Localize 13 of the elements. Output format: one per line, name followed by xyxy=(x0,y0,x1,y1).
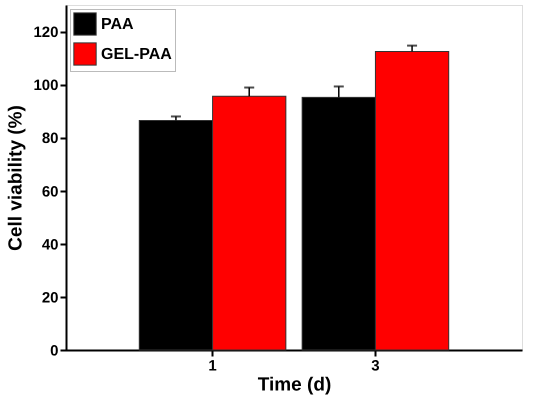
x-tick-label: 3 xyxy=(371,358,380,374)
y-tick-label: 40 xyxy=(42,236,58,254)
y-tick-label: 100 xyxy=(33,77,58,94)
y-tick-label: 120 xyxy=(33,24,58,42)
legend-label: PAA xyxy=(101,16,134,33)
y-axis-title: Cell viability (%) xyxy=(5,105,26,251)
y-tick-label: 80 xyxy=(42,130,58,148)
x-tick-label: 1 xyxy=(208,358,217,374)
y-tick-label: 0 xyxy=(50,342,58,360)
y-tick-label: 20 xyxy=(42,289,58,306)
legend-label: GEL-PAA xyxy=(101,46,172,63)
x-axis-title: Time (d) xyxy=(258,374,332,396)
y-tick-label: 60 xyxy=(42,183,58,200)
